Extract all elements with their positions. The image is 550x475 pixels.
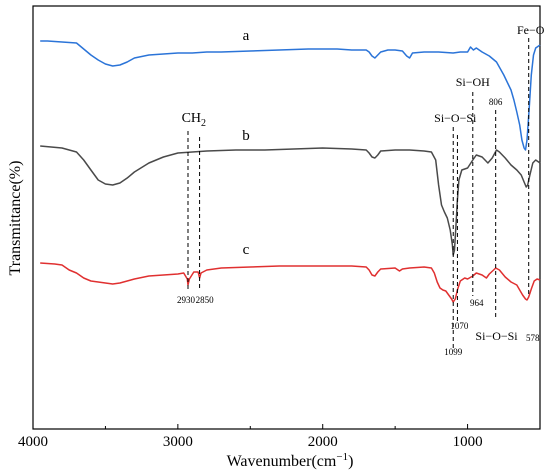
series-line-b [40,145,541,256]
peak-label-2850: 2850 [196,295,215,305]
peak-label-806: 806 [489,97,503,107]
x-axis: 4000 3000 2000 1000 [18,424,541,450]
group-label: Si−OH [456,75,490,89]
series-label-b: b [242,128,250,144]
x-tick-label: 1000 [453,434,483,450]
group-label: Si−O−Si [475,329,518,343]
peak-label-1099: 1099 [444,347,463,357]
group-label: Si−O−Si [434,111,477,125]
peak-label-964: 964 [470,298,484,308]
annotation-layer: CH2 Fe−O Si−OH Si−O−Si Si−O−Si 2930 2850 1099 10… [177,23,545,357]
x-tick-label: 4000 [18,434,48,450]
x-tick-label: 2000 [308,434,338,450]
peak-label-578: 578 [526,333,540,343]
series-label-c: c [243,242,250,258]
peak-label-2930: 2930 [177,295,196,305]
series-line-c [40,262,541,303]
ch2-label: CH2 [182,111,206,129]
series-line-a [40,40,541,151]
x-axis-title: Wavenumber(cm−1) [227,451,354,470]
y-axis-title: Transmittance(%) [7,161,24,276]
peak-label-1070: 1070 [450,321,469,331]
series-label-a: a [243,28,250,44]
series-layer: a b c [40,28,541,303]
group-label: Fe−O [517,23,545,37]
plot-frame [32,5,541,430]
x-tick-label: 3000 [163,434,193,450]
